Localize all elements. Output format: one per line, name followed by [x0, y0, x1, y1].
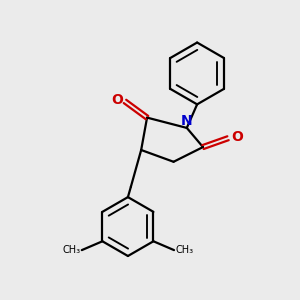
Text: O: O	[231, 130, 243, 144]
Text: N: N	[181, 114, 193, 128]
Text: O: O	[111, 93, 123, 107]
Text: CH₃: CH₃	[176, 245, 194, 255]
Text: CH₃: CH₃	[62, 245, 80, 255]
